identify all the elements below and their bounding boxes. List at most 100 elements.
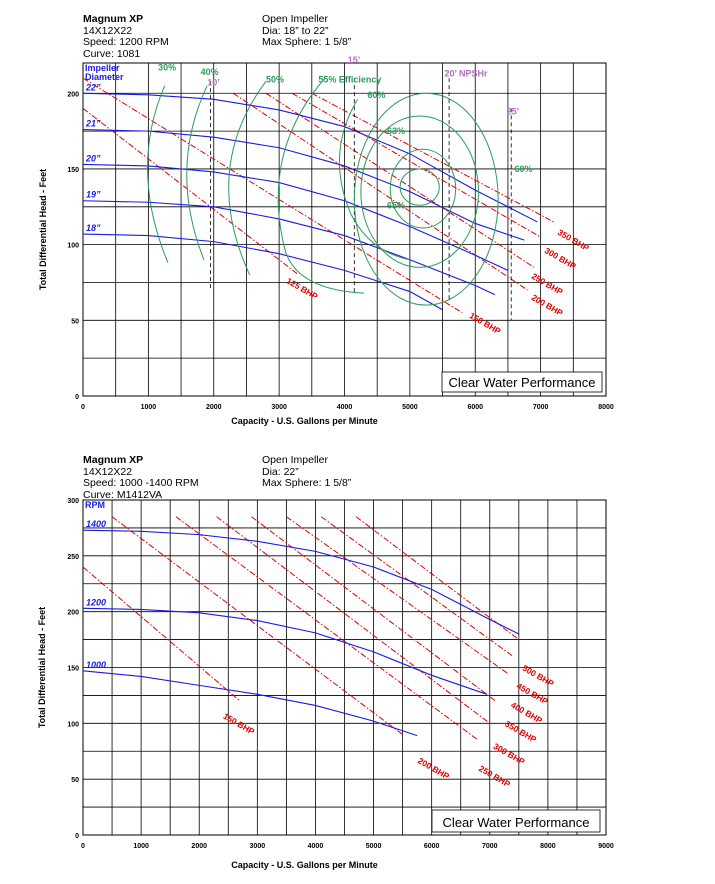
x-tick-label: 5000 (402, 404, 418, 411)
series-group-label: Diameter (85, 72, 124, 82)
bhp-line (233, 92, 528, 291)
max-sphere: Max Sphere: 1 5/8” (262, 477, 352, 489)
chart2-plot: 0 1000 2000 3000 4000 5000 6000 7000 8000 9000 0 50… (37, 498, 614, 870)
chart2-header-right: Open Impeller Dia: 22” Max Sphere: 1 5/8… (262, 454, 352, 490)
head-curve (82, 670, 418, 737)
efficiency-curve (399, 168, 440, 206)
efficiency-label: 63% (387, 126, 405, 136)
bhp-line (265, 92, 535, 268)
npshr-label: 20’ NPSHr (445, 69, 489, 79)
x-tick-label: 1000 (133, 843, 149, 850)
plot-frame (82, 499, 607, 836)
x-tick-label: 9000 (598, 843, 614, 850)
x-tick-label: 1000 (141, 404, 157, 411)
efficiency-curve (360, 115, 480, 268)
pump-speed: Speed: 1000 -1400 RPM (83, 477, 199, 489)
x-tick-label: 8000 (540, 843, 556, 850)
impeller-type: Open Impeller (262, 454, 328, 466)
bhp-label: 250 BHP (477, 763, 512, 789)
max-sphere: Max Sphere: 1 5/8” (262, 36, 352, 48)
x-tick-label: 7000 (482, 843, 498, 850)
clear-water-badge-text: Clear Water Performance (449, 375, 596, 390)
chart1-header-left: Magnum XP 14X12X22 Speed: 1200 RPM Curve… (83, 13, 169, 60)
bhp-line (82, 77, 463, 314)
y-tick-label: 100 (67, 721, 79, 728)
y-tick-label: 200 (67, 91, 79, 98)
head-curve (82, 529, 520, 635)
y-tick-label: 0 (75, 833, 79, 840)
bhp-line (355, 516, 520, 640)
bhp-label: 200 BHP (416, 755, 451, 781)
bhp-line (216, 516, 491, 724)
chart1-plot: 0 1000 2000 3000 4000 5000 6000 7000 8000 0 50 100 1… (38, 55, 614, 426)
x-tick-label: 8000 (598, 404, 614, 411)
x-tick-label: 6000 (467, 404, 483, 411)
efficiency-curve (389, 148, 457, 229)
bhp-line (82, 566, 241, 702)
series-label: 22” (85, 82, 101, 92)
y-axis-label: Total Differential Head - Feet (38, 169, 48, 290)
head-curve (82, 92, 538, 223)
bhp-label: 300 BHP (492, 741, 527, 767)
bhp-line (291, 92, 541, 238)
chart2-header-left: Magnum XP 14X12X22 Speed: 1000 -1400 RPM… (83, 454, 199, 501)
impeller-dia: Dia: 22” (262, 465, 299, 478)
model-name: Magnum XP (83, 13, 144, 25)
y-tick-label: 250 (67, 554, 79, 561)
efficiency-curve (353, 92, 499, 306)
efficiency-curve (277, 77, 365, 294)
model-name: Magnum XP (83, 454, 144, 466)
model-size: 14X12X22 (83, 24, 133, 37)
head-curve (82, 607, 488, 695)
y-tick-label: 300 (67, 498, 79, 505)
plot-frame (82, 62, 607, 397)
bhp-label: 125 BHP (285, 276, 320, 302)
efficiency-label: 40% (201, 67, 219, 77)
curve-id: Curve: 1081 (83, 47, 141, 60)
x-tick-label: 3000 (250, 843, 266, 850)
efficiency-curve (338, 99, 410, 261)
series-label: 1200 (86, 597, 106, 607)
bhp-label: 300 BHP (543, 245, 578, 271)
series-group-label: Impeller (85, 63, 120, 73)
efficiency-curve (147, 85, 169, 263)
efficiency-label: 60% (367, 90, 385, 100)
x-tick-label: 0 (81, 843, 85, 850)
bhp-line (286, 516, 508, 674)
x-tick-label: 7000 (533, 404, 549, 411)
series-label: 1000 (86, 660, 106, 670)
head-curve (82, 163, 509, 271)
head-curve (82, 200, 496, 296)
efficiency-curve (228, 80, 267, 276)
bhp-label: 150 BHP (221, 711, 256, 737)
bhp-line (82, 108, 300, 276)
bhp-line (175, 516, 479, 741)
y-tick-label: 150 (67, 666, 79, 673)
bhp-line (320, 516, 514, 657)
series-label: 20” (85, 153, 101, 163)
y-tick-label: 200 (67, 610, 79, 617)
curve-id: Curve: M1412VA (83, 488, 163, 501)
npshr-label: 25’ (507, 106, 520, 116)
x-tick-label: 5000 (366, 843, 382, 850)
x-tick-label: 0 (81, 404, 85, 411)
y-tick-label: 50 (71, 318, 79, 325)
clear-water-badge-text: Clear Water Performance (443, 815, 590, 830)
x-tick-label: 2000 (191, 843, 207, 850)
series-label: 19” (86, 190, 101, 200)
series-label: 1400 (86, 519, 106, 529)
head-curve (82, 233, 443, 311)
efficiency-label: 60% (514, 164, 532, 174)
x-tick-label: 6000 (424, 843, 440, 850)
series-group-label: RPM (85, 500, 105, 510)
clear-water-badge (441, 371, 603, 393)
series-label: 18” (86, 223, 101, 233)
efficiency-label: 55% Efficiency (318, 75, 381, 85)
x-axis-label: Capacity - U.S. Gallons per Minute (231, 860, 378, 870)
x-tick-label: 3000 (271, 404, 287, 411)
y-tick-label: 100 (67, 243, 79, 250)
efficiency-curve (186, 85, 208, 260)
y-tick-label: 0 (75, 394, 79, 401)
chart1-header-right: Open Impeller Dia: 18” to 22” Max Sphere… (262, 13, 352, 49)
